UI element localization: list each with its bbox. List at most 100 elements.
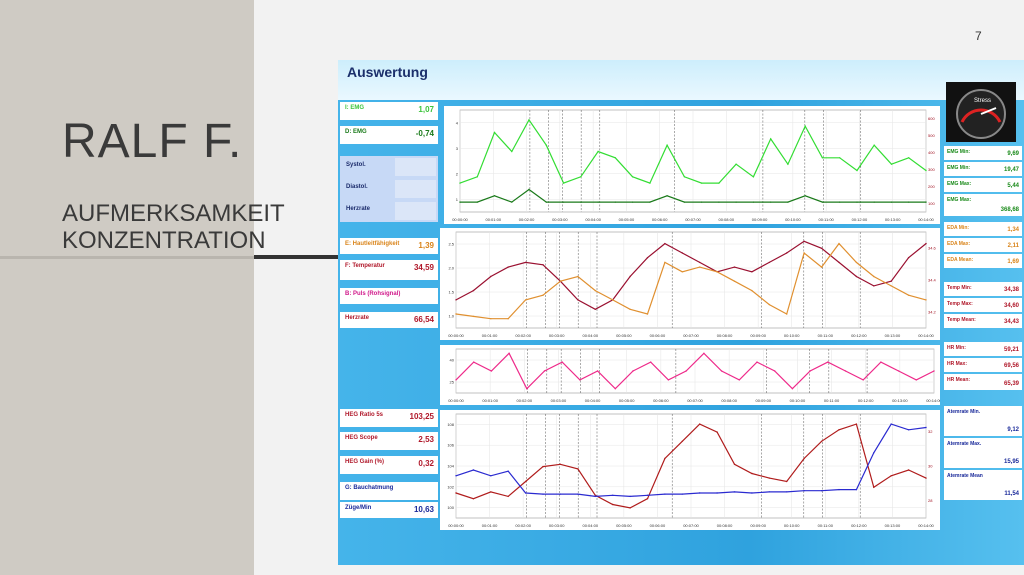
left-value-label: HEG Ratio 5s: [345, 412, 384, 418]
x-tick-label: 00:13:00: [885, 523, 901, 528]
bp-cell: [395, 180, 436, 198]
series-point: [524, 261, 527, 264]
series-line: [460, 188, 926, 203]
series-point: [786, 480, 788, 483]
x-tick-label: 00:14:00: [918, 217, 934, 222]
series-point: [577, 468, 579, 470]
chart-svg: 00:00:00 00:01:00 00:02:00 00:03:00 00:04:00…: [452, 109, 935, 222]
bp-row: Herzrate: [340, 200, 438, 222]
series-point: [612, 503, 614, 506]
series-point: [838, 488, 840, 491]
series-point: [646, 498, 649, 500]
series-point: [839, 157, 841, 159]
series-point: [873, 144, 875, 146]
stat-box: HR Min: 59,21: [944, 342, 1022, 356]
series-point: [809, 370, 811, 372]
stat-value: 9,12: [1007, 427, 1019, 433]
x-tick-label: 00:08:00: [721, 398, 737, 403]
left-value-box: F: Temperatur 34,59: [340, 260, 438, 280]
series-point: [873, 201, 875, 203]
x-tick-label: 00:12:00: [851, 333, 867, 338]
x-tick-label: 00:01:00: [482, 333, 498, 338]
stat-value: 5,44: [1007, 183, 1019, 189]
series-point: [455, 492, 457, 494]
x-tick-label: 00:11:00: [818, 333, 834, 338]
series-point: [490, 475, 492, 477]
x-tick-label: 00:07:00: [683, 523, 699, 528]
series-point: [542, 465, 544, 468]
stat-box: Temp Max: 34,60: [944, 298, 1022, 312]
left-value-box: B: Puls (Rohsignal): [340, 288, 438, 304]
title-underline-accent: [254, 255, 338, 259]
y-tick-label: 108: [447, 422, 454, 427]
stat-value: 34,60: [1003, 303, 1019, 309]
series-point: [838, 242, 840, 245]
left-value-label: Züge/Min: [345, 505, 372, 511]
y-right-tick-label: 30: [928, 464, 933, 469]
series-point: [524, 480, 527, 483]
slide-left-band: [0, 0, 254, 575]
bp-label: Systol.: [346, 162, 366, 168]
series-point: [577, 299, 579, 301]
x-tick-label: 00:07:00: [685, 217, 701, 222]
eda-temperature-chart: 00:00:00 00:01:00 00:02:00 00:03:00 00:04:00…: [440, 228, 940, 340]
stat-box: Atemrate Max. 15,95: [944, 438, 1022, 468]
series-point: [880, 361, 882, 363]
x-tick-label: 00:02:00: [515, 333, 531, 338]
series-point: [559, 280, 562, 282]
series-line: [455, 240, 927, 310]
series-point: [579, 379, 581, 381]
series-point: [562, 201, 565, 203]
x-tick-label: 00:01:00: [485, 217, 501, 222]
series-point: [614, 201, 616, 203]
left-value-box: Herzrate 66,54: [340, 312, 438, 328]
series-point: [507, 266, 509, 268]
y-tick-label: 2.5: [448, 242, 454, 247]
x-tick-label: 00:06:00: [653, 398, 669, 403]
gauge-icon: Stress: [956, 89, 1006, 139]
series-point: [472, 315, 475, 318]
series-point: [459, 201, 461, 203]
y-right-tick-label: 600: [928, 116, 935, 121]
series-point: [542, 294, 544, 296]
series-point: [786, 491, 788, 493]
x-tick-label: 00:13:00: [892, 398, 908, 403]
series-point: [629, 495, 631, 498]
x-tick-label: 00:00:00: [448, 523, 464, 528]
series-point: [821, 201, 824, 203]
series-point: [925, 242, 927, 245]
series-point: [455, 299, 457, 301]
stat-value: 9,69: [1007, 151, 1019, 157]
panel-header: Auswertung: [338, 60, 1024, 100]
stat-value: 368,68: [1000, 207, 1019, 213]
series-point: [699, 266, 701, 268]
series-point: [577, 493, 579, 495]
x-tick-label: 00:07:00: [683, 333, 699, 338]
series-point: [803, 457, 805, 460]
series-point: [528, 188, 530, 191]
x-tick-label: 00:00:00: [448, 398, 464, 403]
stat-label: Atemrate Min.: [947, 409, 981, 415]
series-point: [751, 492, 753, 494]
series-point: [612, 299, 614, 301]
stat-value: 34,38: [1003, 287, 1019, 293]
y-tick-label: 1.0: [448, 314, 454, 319]
series-point: [493, 131, 496, 134]
y-tick-label: 40: [450, 358, 455, 363]
left-value-label: G: Bauchatmung: [345, 485, 394, 491]
x-tick-label: 00:03:00: [552, 217, 568, 222]
series-point: [855, 488, 858, 491]
series-point: [459, 182, 461, 184]
series-point: [716, 271, 718, 273]
stat-label: HR Mean:: [947, 377, 971, 383]
slide-title: RALF F.: [62, 115, 243, 168]
x-tick-label: 00:05:00: [619, 217, 635, 222]
x-tick-label: 00:08:00: [717, 523, 733, 528]
x-tick-label: 00:06:00: [650, 523, 666, 528]
series-point: [577, 275, 579, 278]
stat-box: HR Max: 69,56: [944, 358, 1022, 372]
series-point: [629, 275, 631, 278]
series-point: [803, 490, 805, 492]
left-value-box: D: EMG -0,74: [340, 126, 438, 144]
series-point: [774, 370, 776, 372]
